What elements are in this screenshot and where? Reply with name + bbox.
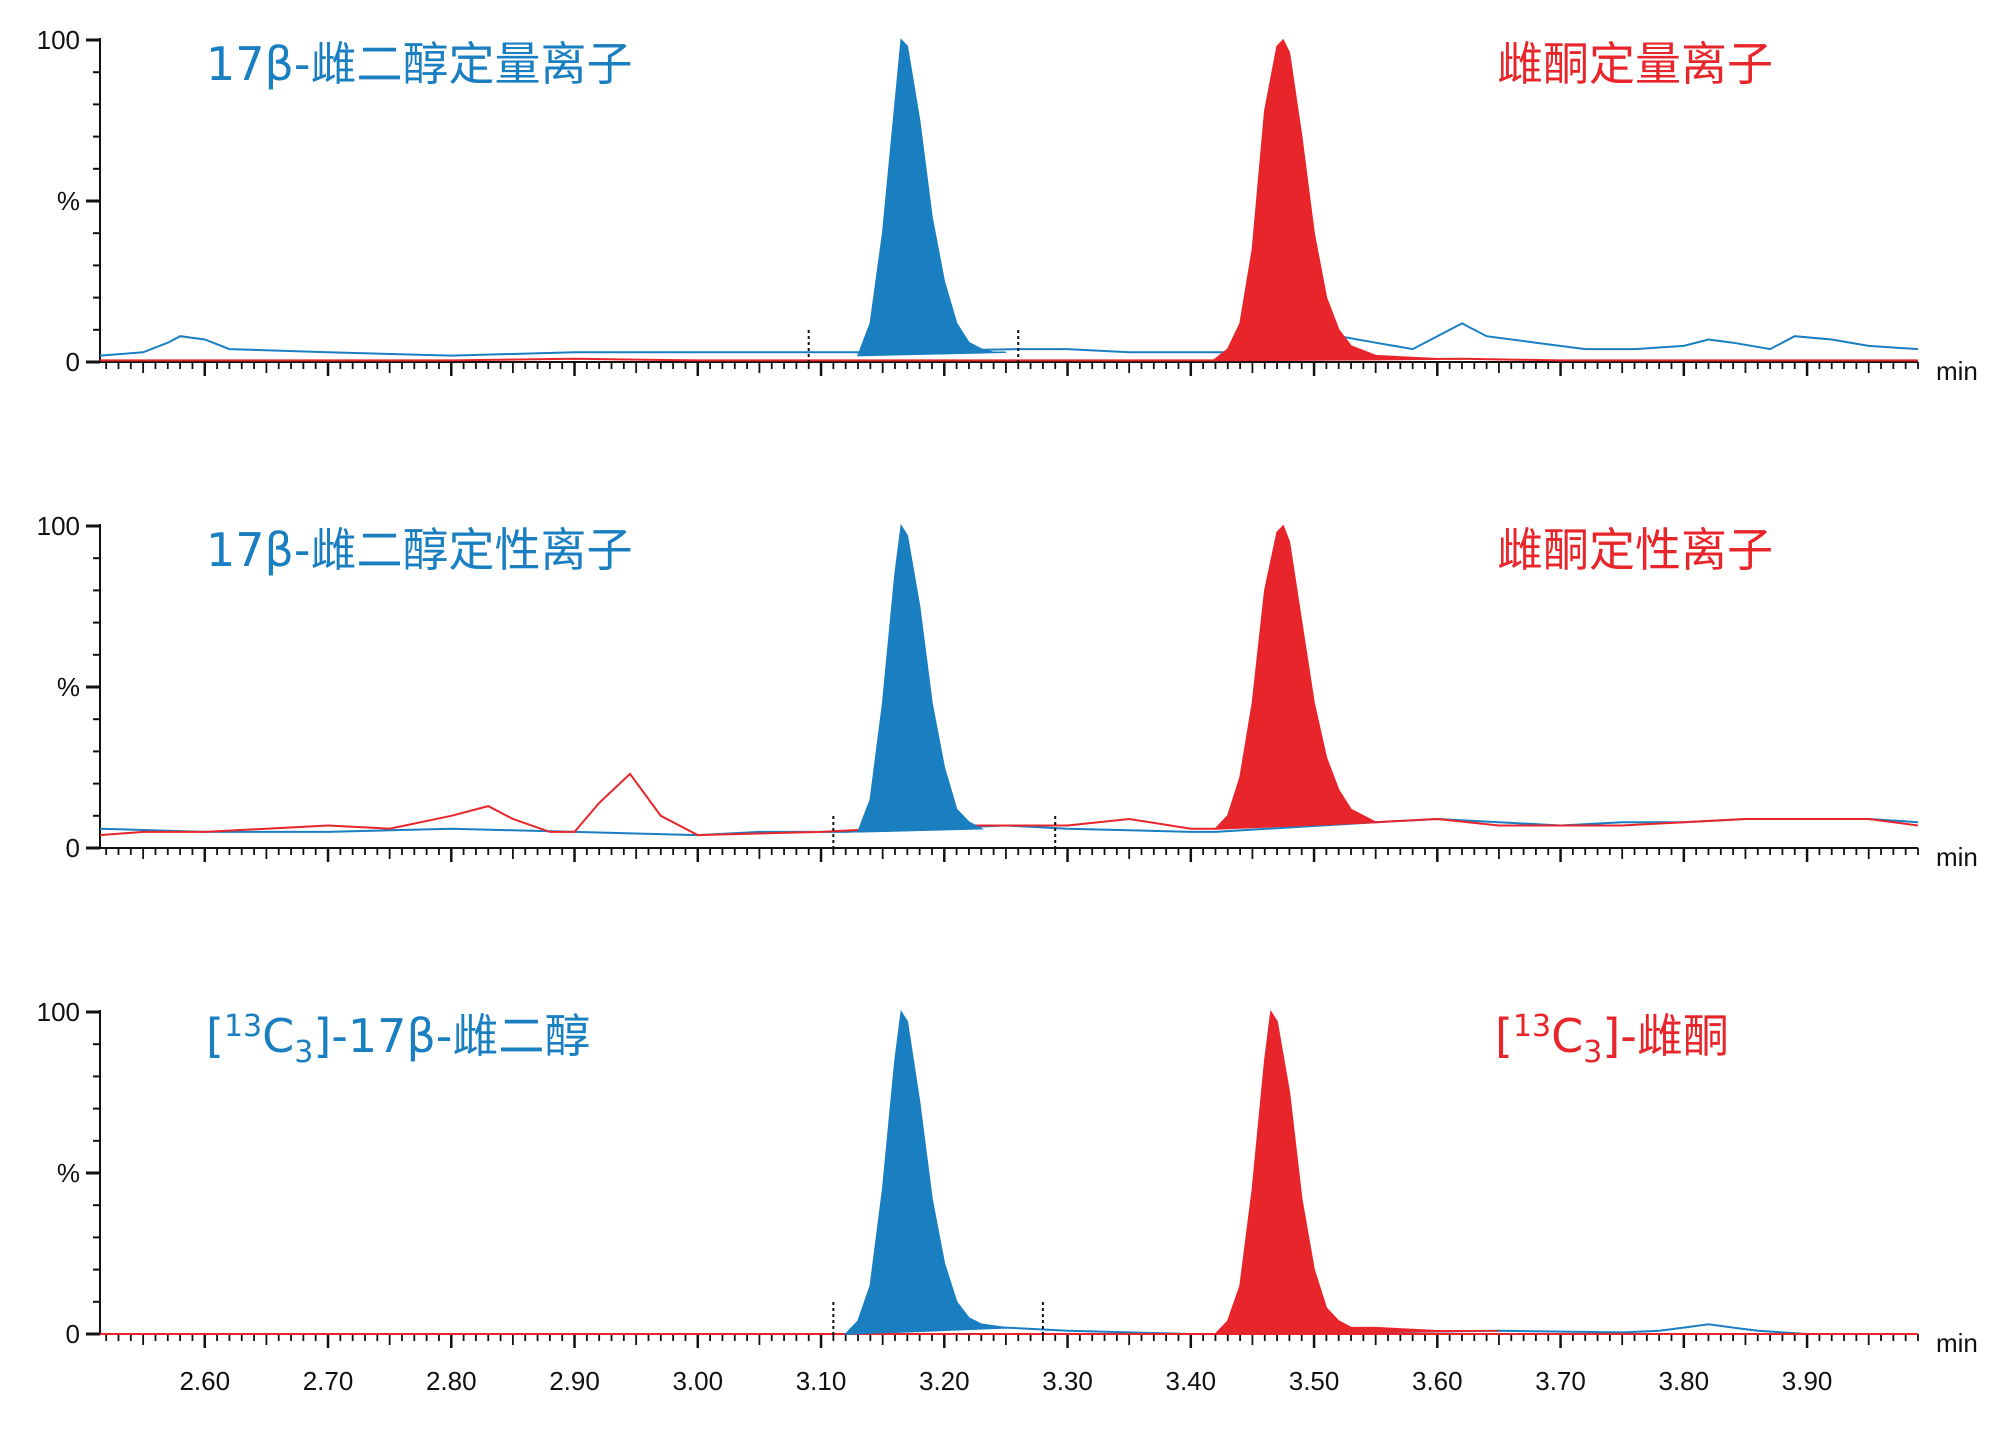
y-tick-label: 100: [37, 25, 80, 55]
x-tick-label: 3.60: [1412, 1366, 1463, 1396]
peak-red-area: [1213, 1009, 1499, 1335]
x-tick-label: 3.50: [1289, 1366, 1340, 1396]
chart-panel-2: 0% 100 min 17β-雌二醇定性离子 雌酮定性离子: [37, 511, 1978, 872]
compound-label-red: [13C3]-雌酮: [1495, 1009, 1729, 1070]
peak-red-area: [1213, 524, 1379, 830]
x-tick-label: 2.90: [549, 1366, 600, 1396]
chart-panel-3: 0% 100 min 2.60 2.70 2.80 2.90 3.00 3.10 3.20 3.30…: [37, 997, 1978, 1396]
x-unit-label: min: [1936, 356, 1978, 386]
compound-label-blue: 17β-雌二醇定性离子: [206, 523, 633, 577]
y-tick-label: %: [57, 1158, 80, 1188]
x-unit-label: min: [1936, 842, 1978, 872]
x-tick-label: 2.70: [303, 1366, 354, 1396]
x-tick-label: 3.00: [672, 1366, 723, 1396]
trace-red-line: [99, 772, 1919, 837]
x-tick-label: 3.90: [1782, 1366, 1833, 1396]
compound-label-blue: [13C3]-17β-雌二醇: [206, 1009, 590, 1070]
x-tick-label: 3.40: [1165, 1366, 1216, 1396]
x-tick-label: 3.10: [796, 1366, 847, 1396]
x-tick-label: 3.70: [1535, 1366, 1586, 1396]
compound-label-red: 雌酮定量离子: [1497, 37, 1773, 91]
compound-label-blue: 17β-雌二醇定量离子: [206, 37, 633, 91]
y-tick-label: %: [57, 186, 80, 216]
peak-blue-area: [856, 38, 1006, 357]
x-unit-label: min: [1936, 1328, 1978, 1358]
y-tick-label: %: [57, 672, 80, 702]
y-tick-label: 100: [37, 511, 80, 541]
y-tick-label: 0: [66, 347, 80, 377]
trace-blue-line: [99, 322, 1919, 357]
y-tick-label: 0: [66, 1319, 80, 1349]
x-tick-label: 2.80: [426, 1366, 477, 1396]
x-tick-label: 3.30: [1042, 1366, 1093, 1396]
trace-blue-line: [100, 1323, 1918, 1335]
y-tick-label: 0: [66, 833, 80, 863]
peak-red-area: [1213, 38, 1462, 360]
x-tick-label: 2.60: [179, 1366, 230, 1396]
x-tick-label: 3.80: [1659, 1366, 1710, 1396]
chart-panel-1: 0% 100 min 17β-雌二醇定量离子 雌酮定量离子: [37, 25, 1978, 386]
compound-label-red: 雌酮定性离子: [1497, 523, 1773, 577]
peak-blue-area: [856, 523, 985, 833]
y-tick-label: 100: [37, 997, 80, 1027]
trace-red-line: [100, 357, 1918, 362]
peak-blue-area: [843, 1009, 1006, 1335]
x-tick-label: 3.20: [919, 1366, 970, 1396]
